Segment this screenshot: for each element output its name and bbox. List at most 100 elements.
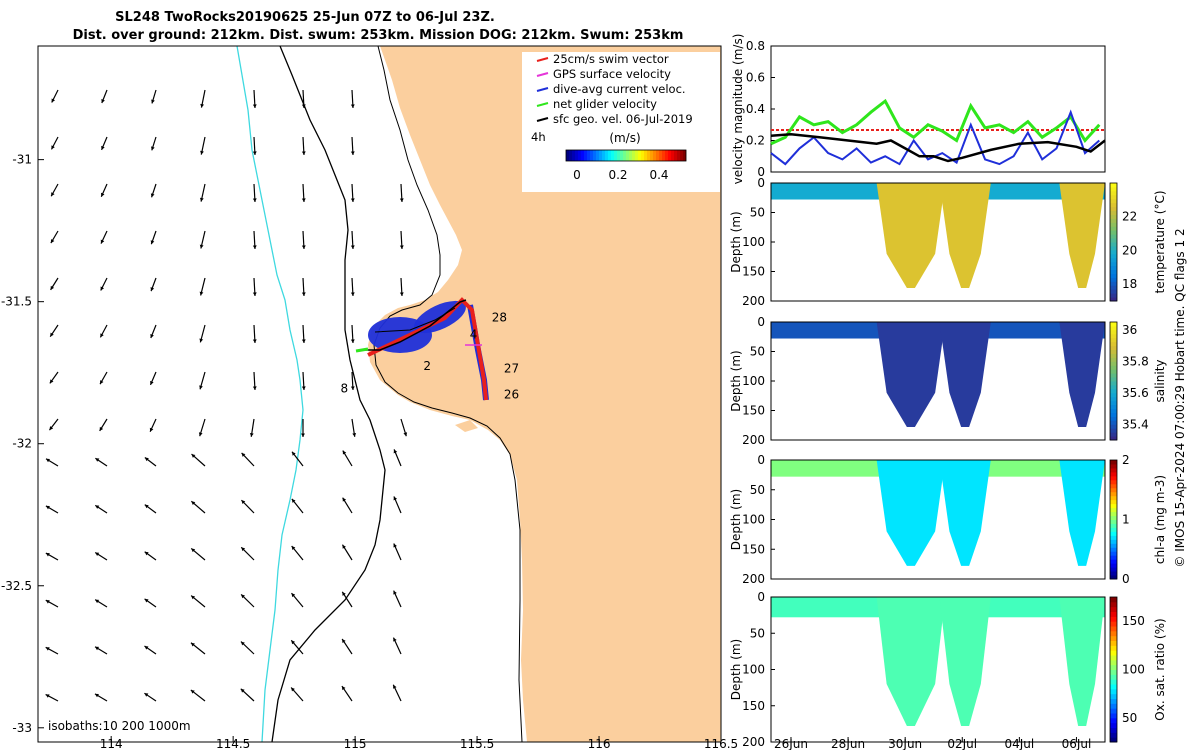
velocity-arrow: [99, 324, 108, 338]
velocity-arrow: [301, 89, 306, 109]
velocity-arrow: [100, 183, 108, 198]
colorbar-tick-label: 2: [1122, 453, 1130, 467]
velocity-arrow: [49, 324, 59, 337]
velocity-arrow: [151, 136, 157, 151]
map-ytick-label: -31: [12, 153, 32, 167]
section-colorbar: [1109, 596, 1118, 743]
velocity-arrow: [94, 599, 108, 608]
velocity-arrow: [45, 505, 59, 514]
section-colorbar: [1109, 459, 1118, 580]
velocity-arrow: [301, 183, 306, 203]
velocity-arrow: [144, 598, 157, 608]
vel-series-0: [770, 98, 1101, 146]
velocity-arrow: [144, 457, 157, 467]
legend-label: GPS surface velocity: [553, 67, 671, 81]
section-panel-1: 0 50 100 150 200 Depth (m) 18 20 22 temperature (…: [729, 176, 1167, 308]
net-glider-velocity-segment: [355, 347, 369, 353]
track-day-label: 4: [470, 328, 478, 342]
map-ytick-label: -32.5: [1, 579, 32, 593]
section-colorbar: [1109, 182, 1118, 302]
section-dive: [876, 597, 946, 727]
map-xtick-label: 114: [100, 737, 123, 750]
map-xtick-label: 114.5: [216, 737, 250, 750]
vel-ytick-label: 0.6: [746, 71, 765, 85]
velocity-arrow: [190, 595, 206, 608]
depth-tick-label: 0: [757, 453, 765, 467]
velocity-arrow: [240, 594, 255, 608]
depth-tick-label: 100: [742, 663, 765, 677]
velocity-arrow: [101, 89, 108, 104]
velocity-arrow: [291, 592, 304, 608]
velocity-arrow: [393, 496, 402, 514]
velocity-arrow: [51, 89, 59, 103]
velocity-arrow: [94, 504, 108, 514]
velocity-arrow: [301, 324, 306, 344]
velocity-arrow: [150, 277, 157, 292]
section-colorbar: [1109, 321, 1118, 441]
velocity-arrow: [99, 371, 108, 385]
depth-tick-label: 50: [750, 626, 765, 640]
isobath-1000m: [236, 45, 304, 743]
map-ytick-label: -33: [12, 721, 32, 735]
velocity-arrow: [301, 419, 305, 437]
velocity-arrow: [341, 544, 353, 561]
velocity-arrow: [399, 230, 404, 250]
map-xtick-label: 115.5: [460, 737, 494, 750]
depth-tick-label: 100: [742, 374, 765, 388]
velocity-arrow: [350, 89, 355, 109]
glider-track: [355, 297, 489, 401]
time-axis: 26Jun 28Jun 30Jun 02Jul 04Jul 06Jul: [774, 737, 1091, 750]
colorbar-tick-label: 20: [1122, 243, 1137, 257]
colorbar-tick-label: 150: [1122, 614, 1145, 628]
velocity-arrow: [48, 418, 59, 431]
speed-colorbar-tick: 0: [573, 168, 581, 182]
depth-ylabel: Depth (m): [729, 350, 743, 411]
velocity-arrow: [190, 689, 206, 702]
velocity-arrow: [150, 324, 157, 339]
depth-tick-label: 100: [742, 235, 765, 249]
velocity-arrow: [399, 183, 404, 203]
depth-tick-label: 150: [742, 404, 765, 418]
isobath-note: isobaths:10 200 1000m: [48, 719, 191, 733]
colorbar-tick-label: 35.8: [1122, 354, 1149, 368]
title-line1: SL248 TwoRocks20190625 25-Jun 07Z to 06-…: [115, 10, 495, 25]
velocity-arrow: [50, 277, 59, 291]
section-panel-3: 0 50 100 150 200 Depth (m) 0 1 2 chl-a (mg m-3): [729, 453, 1167, 586]
vel-ytick-label: 0: [757, 165, 765, 179]
velocity-arrow: [342, 497, 353, 514]
velocity-arrow: [252, 324, 257, 344]
depth-tick-label: 50: [750, 206, 765, 220]
legend-label: dive-avg current veloc.: [553, 82, 686, 96]
copyright-note: © IMOS 15-Apr-2024 07:00:29 Hobart time.…: [1173, 228, 1187, 567]
velocity-arrow: [240, 688, 255, 702]
track-day-label: 2: [423, 359, 431, 373]
time-tick-label: 28Jun: [831, 737, 865, 750]
section-dive: [1059, 597, 1105, 727]
velocity-arrow: [191, 453, 206, 467]
depth-ylabel: Depth (m): [729, 211, 743, 272]
colorbar-tick-label: 35.6: [1122, 386, 1149, 400]
depth-tick-label: 100: [742, 513, 765, 527]
velocity-arrow: [50, 136, 59, 150]
velocity-arrow: [301, 371, 306, 391]
velocity-arrow: [198, 418, 206, 437]
velocity-arrow: [350, 324, 355, 344]
velocity-arrow: [350, 230, 355, 250]
colorbar-label: chl-a (mg m-3): [1153, 475, 1167, 564]
legend-item: GPS surface velocity: [536, 67, 671, 81]
velocity-arrow: [291, 498, 304, 514]
depth-tick-label: 200: [742, 572, 765, 586]
velocity-arrow: [190, 642, 206, 655]
track-day-label: 26: [504, 387, 519, 401]
legend-item: sfc geo. vel. 06-Jul-2019: [536, 112, 693, 126]
legend-item: net glider velocity: [536, 97, 657, 111]
velocity-arrow: [240, 546, 255, 561]
velocity-arrow: [350, 183, 355, 203]
velocity-arrow: [144, 692, 157, 702]
legend-label: sfc geo. vel. 06-Jul-2019: [553, 112, 693, 126]
depth-ylabel: Depth (m): [729, 489, 743, 550]
velocity-arrow: [45, 646, 59, 655]
velocity-arrow: [392, 684, 402, 702]
